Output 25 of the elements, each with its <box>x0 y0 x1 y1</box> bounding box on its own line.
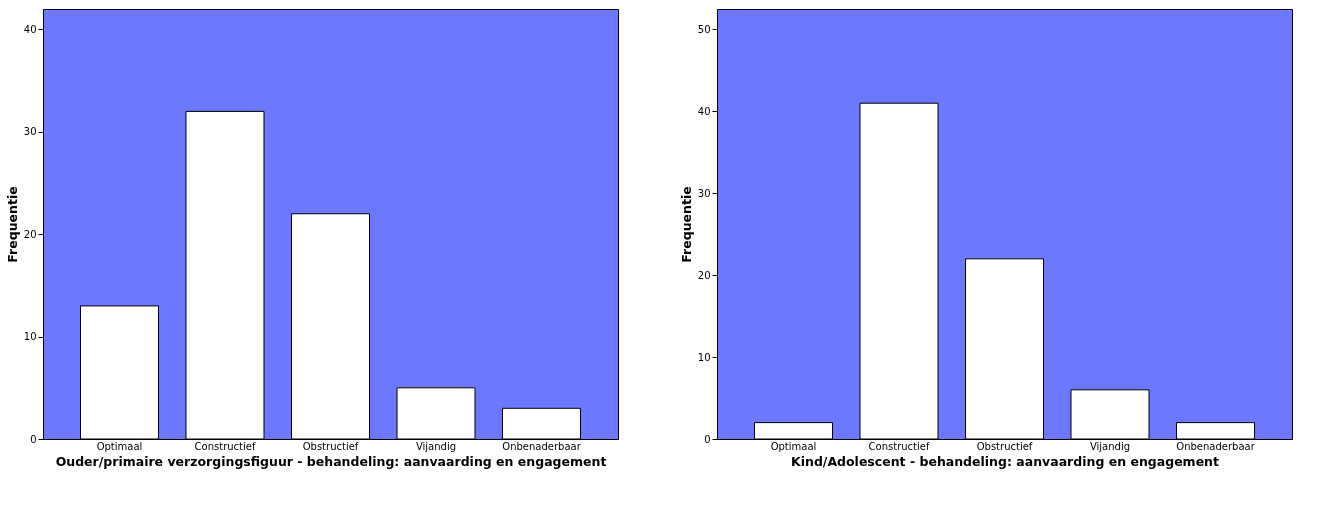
y-axis-title: Frequentie <box>4 186 20 263</box>
x-tick-label: Vijandig <box>415 440 457 452</box>
y-tick-label: 40 <box>23 23 37 35</box>
y-tick-label: 20 <box>23 228 37 240</box>
x-tick-label: Onbenaderbaar <box>1176 440 1256 452</box>
y-tick-label: 30 <box>23 126 37 138</box>
y-tick-label: 20 <box>697 269 711 281</box>
y-tick-label: 0 <box>704 433 711 445</box>
x-tick-label: Constructief <box>194 440 256 452</box>
x-tick-label: Constructief <box>868 440 930 452</box>
x-axis-title: Ouder/primaire verzorgingsfiguur - behandeling: aanvaarding en engagement <box>55 453 607 469</box>
y-axis-title: Frequentie <box>678 186 694 263</box>
x-axis-title: Kind/Adolescent - behandeling: aanvaarding en engagement <box>791 453 1219 469</box>
y-tick-label: 10 <box>23 331 37 343</box>
x-tick-label: Vijandig <box>1089 440 1131 452</box>
y-tick-label: 40 <box>697 105 711 117</box>
y-tick-label: 0 <box>30 433 37 445</box>
x-tick-label: Optimaal <box>96 440 143 452</box>
y-tick-label: 10 <box>697 351 711 363</box>
y-tick-label: 30 <box>697 187 711 199</box>
x-tick-label: Obstructief <box>976 440 1033 452</box>
x-tick-label: Onbenaderbaar <box>502 440 582 452</box>
x-tick-label: Obstructief <box>302 440 359 452</box>
x-tick-label: Optimaal <box>770 440 817 452</box>
y-tick-label: 50 <box>697 23 711 35</box>
